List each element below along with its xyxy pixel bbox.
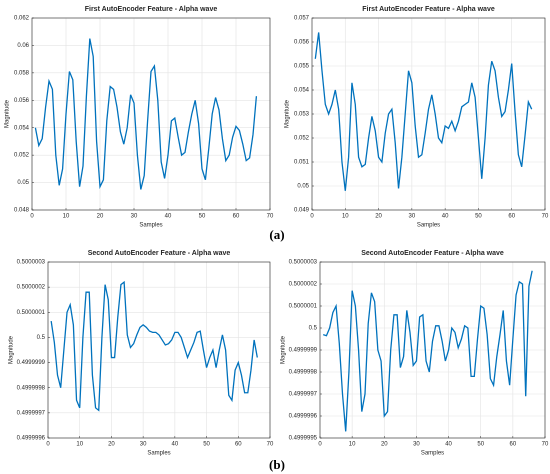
- y-tick-label: 0.4999996: [17, 436, 46, 442]
- y-tick-label: 0.058: [14, 70, 30, 76]
- x-tick-label: 30: [409, 214, 416, 220]
- plot-frame: [311, 17, 546, 211]
- y-tick-label: 0.5000002: [289, 282, 318, 288]
- plot-frame: [31, 17, 271, 211]
- x-tick-label: 40: [445, 442, 452, 448]
- x-tick-label: 50: [477, 442, 484, 448]
- x-tick-label: 30: [140, 442, 147, 448]
- x-axis-label: Samples: [139, 223, 162, 229]
- y-tick-label: 0.5000002: [17, 285, 46, 291]
- y-tick-label: 0.05: [17, 180, 29, 186]
- x-tick-label: 70: [267, 214, 274, 220]
- x-tick-label: 10: [349, 442, 356, 448]
- y-axis-label: Magnitude: [5, 99, 11, 128]
- x-tick-label: 50: [475, 214, 482, 220]
- x-tick-label: 60: [233, 214, 240, 220]
- y-tick-label: 0.4999999: [17, 360, 46, 366]
- x-tick-label: 0: [30, 214, 34, 220]
- y-tick-label: 0.055: [294, 64, 310, 70]
- chart-panel: 0 10 20 30 40 50 60 70 0.4999996 0.4999997 0.49999…: [9, 250, 274, 457]
- x-tick-label: 50: [199, 214, 206, 220]
- data-line: [322, 270, 533, 432]
- y-tick-label: 0.052: [294, 136, 310, 142]
- x-tick-label: 70: [542, 442, 549, 448]
- x-axis-label: Samples: [147, 451, 170, 457]
- x-tick-label: 10: [63, 214, 70, 220]
- x-tick-label: 30: [131, 214, 138, 220]
- data-line: [314, 32, 533, 191]
- y-tick-label: 0.4999995: [289, 436, 318, 442]
- y-tick-label: 0.06: [17, 43, 29, 49]
- data-line: [50, 280, 258, 412]
- x-tick-label: 20: [381, 442, 388, 448]
- chart-title: First AutoEncoder Feature - Alpha wave: [85, 6, 218, 13]
- chart-panel: 0 10 20 30 40 50 60 70 0.4999995 0.4999996 0.49999…: [281, 250, 549, 457]
- y-tick-label: 0.052: [14, 153, 30, 159]
- y-tick-label: 0.5000001: [17, 310, 46, 316]
- y-tick-label: 0.5000003: [289, 260, 318, 266]
- plot-frame: [319, 261, 546, 439]
- chart-title: Second AutoEncoder Feature - Alpha wave: [361, 250, 504, 257]
- y-axis-label: Magnitude: [9, 335, 15, 364]
- x-tick-label: 50: [203, 442, 210, 448]
- y-tick-label: 0.5000001: [289, 304, 318, 310]
- y-tick-label: 0.5: [309, 326, 318, 332]
- x-tick-label: 20: [375, 214, 382, 220]
- x-tick-label: 30: [413, 442, 420, 448]
- y-tick-label: 0.05: [297, 184, 309, 190]
- x-tick-label: 0: [318, 442, 322, 448]
- x-tick-label: 70: [542, 214, 549, 220]
- caption: (b): [269, 457, 285, 472]
- y-tick-label: 0.5: [37, 335, 46, 341]
- x-tick-label: 70: [267, 442, 274, 448]
- y-tick-label: 0.4999997: [17, 410, 46, 416]
- x-tick-label: 10: [342, 214, 349, 220]
- y-tick-label: 0.054: [14, 125, 30, 131]
- chart-title: First AutoEncoder Feature - Alpha wave: [362, 6, 495, 13]
- y-tick-label: 0.062: [14, 16, 30, 22]
- y-tick-label: 0.4999996: [289, 414, 318, 420]
- x-tick-label: 10: [76, 442, 83, 448]
- caption: (a): [269, 227, 284, 242]
- x-tick-label: 0: [46, 442, 50, 448]
- plot-frame: [47, 261, 271, 439]
- y-tick-label: 0.053: [294, 112, 310, 118]
- y-tick-label: 0.4999999: [289, 348, 318, 354]
- x-tick-label: 0: [310, 214, 314, 220]
- x-axis-label: Samples: [421, 451, 444, 457]
- y-axis-label: Magnitude: [281, 335, 287, 364]
- x-tick-label: 60: [510, 442, 517, 448]
- chart-panel: 0 10 20 30 40 50 60 70 0.049 0.05 0.051 0.052 0.053 0…: [285, 6, 549, 229]
- x-tick-label: 40: [165, 214, 172, 220]
- x-tick-label: 20: [97, 214, 104, 220]
- chart-title: Second AutoEncoder Feature - Alpha wave: [88, 250, 231, 257]
- x-tick-label: 40: [442, 214, 449, 220]
- x-tick-label: 40: [172, 442, 179, 448]
- y-tick-label: 0.057: [294, 16, 310, 22]
- y-axis-label: Magnitude: [285, 99, 291, 128]
- x-axis-label: Samples: [417, 223, 440, 229]
- y-tick-label: 0.054: [294, 88, 310, 94]
- data-line: [34, 38, 258, 190]
- chart-panel: 0 10 20 30 40 50 60 70 0.048 0.05 0.052 0.054 0.056 0…: [5, 6, 274, 229]
- x-tick-label: 20: [108, 442, 115, 448]
- y-tick-label: 0.051: [294, 160, 310, 166]
- y-tick-label: 0.056: [14, 98, 30, 104]
- x-tick-label: 60: [235, 442, 242, 448]
- plot-area: [32, 18, 270, 210]
- y-tick-label: 0.5000003: [17, 260, 46, 266]
- plot-area: [48, 262, 270, 438]
- y-tick-label: 0.4999997: [289, 392, 318, 398]
- y-tick-label: 0.4999998: [289, 370, 318, 376]
- y-tick-label: 0.049: [294, 208, 310, 214]
- x-tick-label: 60: [508, 214, 515, 220]
- y-tick-label: 0.056: [294, 40, 310, 46]
- y-tick-label: 0.048: [14, 208, 30, 214]
- y-tick-label: 0.4999998: [17, 385, 46, 391]
